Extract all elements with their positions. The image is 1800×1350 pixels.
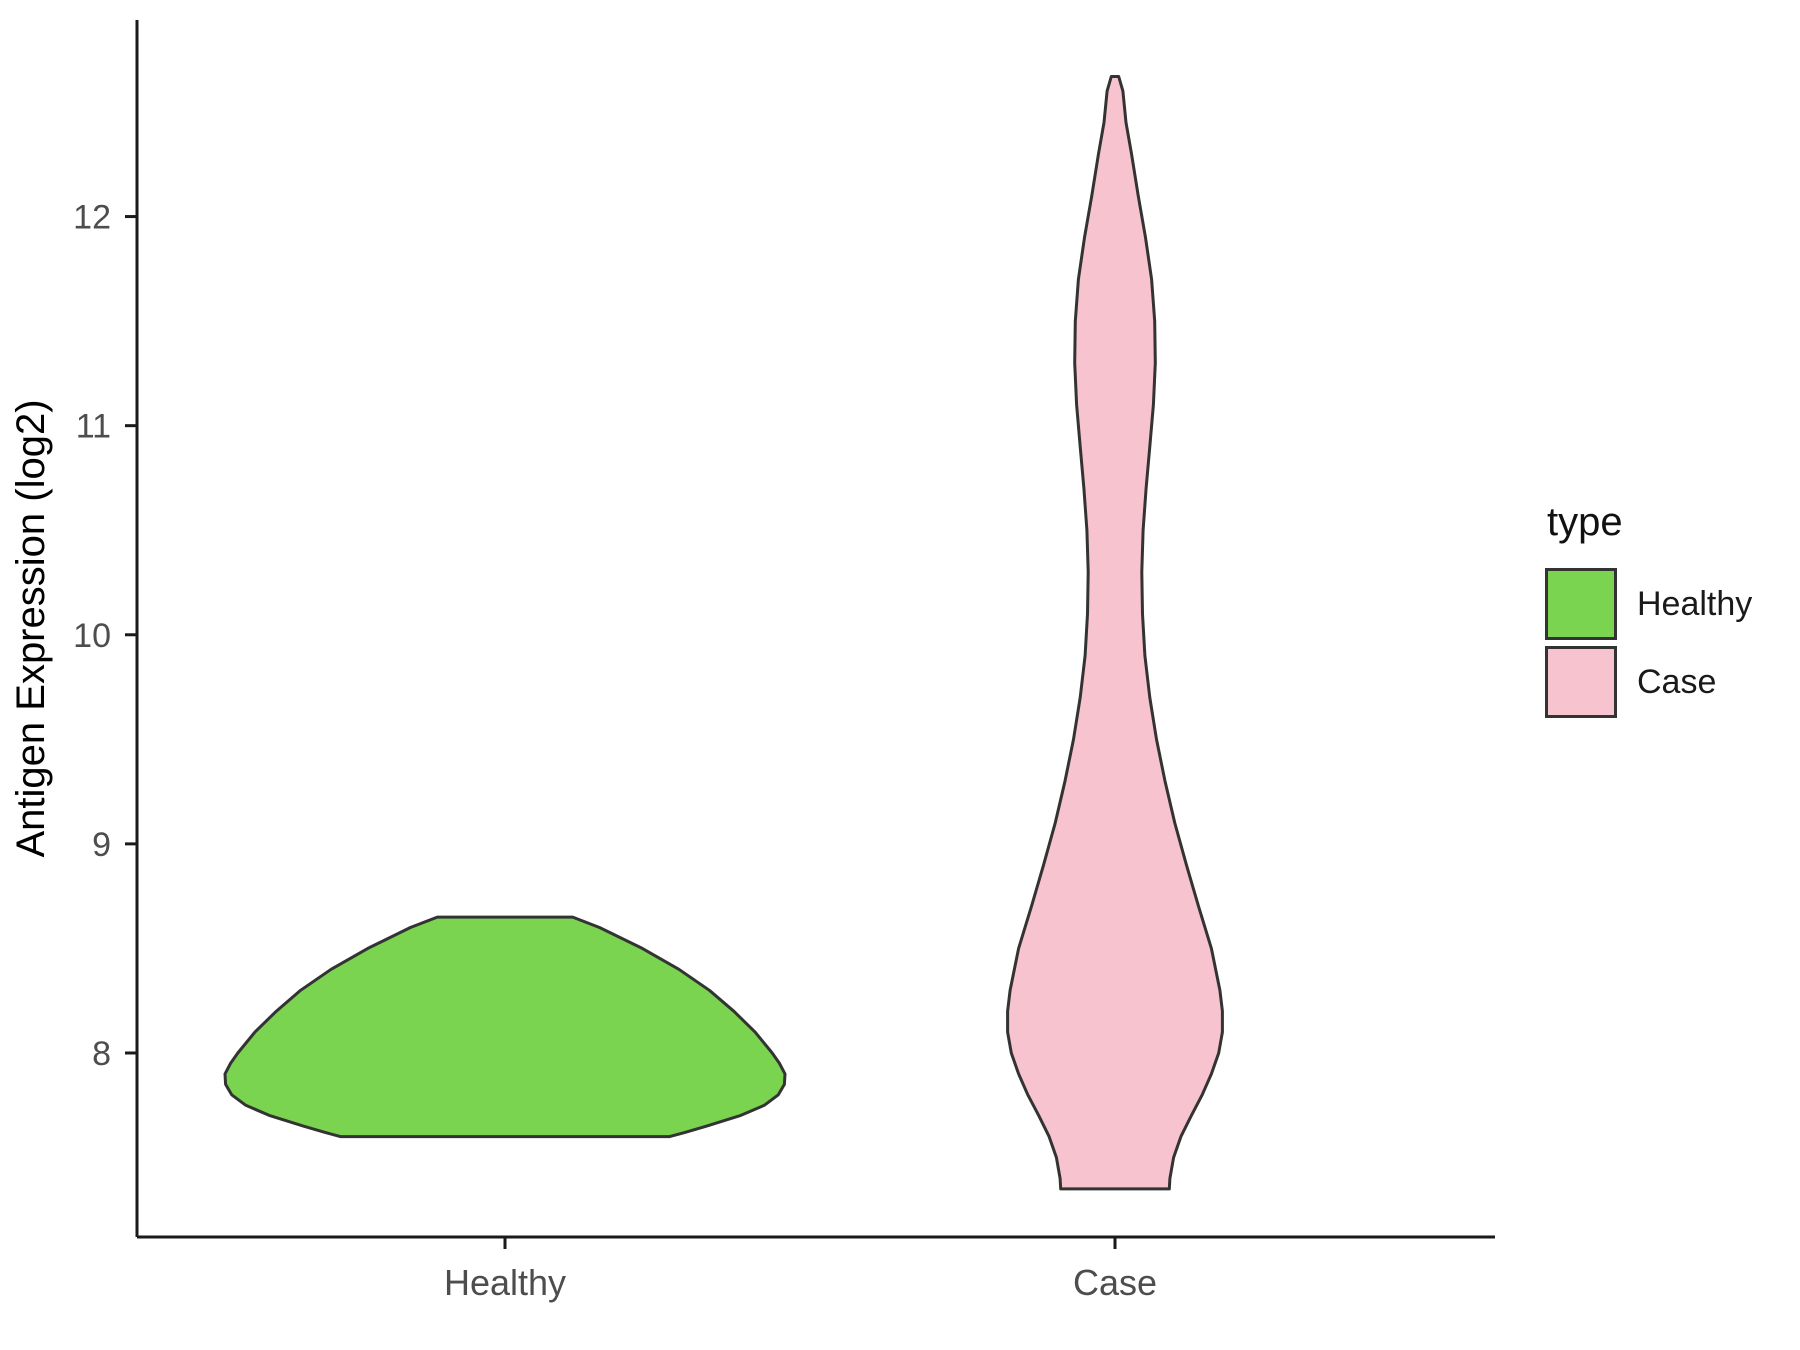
legend-item-healthy: Healthy (1545, 565, 1752, 643)
y-axis-title: Antigen Expression (log2) (9, 399, 53, 857)
y-tick-label: 8 (92, 1035, 111, 1073)
y-tick-label: 12 (73, 199, 111, 237)
violin-healthy (223, 915, 787, 1139)
legend-item-case: Case (1545, 643, 1752, 721)
violin-case (1006, 75, 1224, 1191)
legend-swatch-case (1545, 646, 1617, 718)
y-tick-label: 10 (73, 617, 111, 655)
x-tick-label: Healthy (444, 1262, 566, 1303)
y-tick-label: 11 (76, 408, 111, 446)
legend: type Healthy Case (1545, 500, 1752, 721)
legend-swatch-healthy (1545, 568, 1617, 640)
x-tick-label: Case (1073, 1262, 1157, 1303)
legend-title: type (1547, 500, 1623, 544)
legend-label-case: Case (1637, 662, 1717, 701)
legend-label-healthy: Healthy (1637, 584, 1753, 623)
y-tick-label: 9 (92, 826, 111, 864)
